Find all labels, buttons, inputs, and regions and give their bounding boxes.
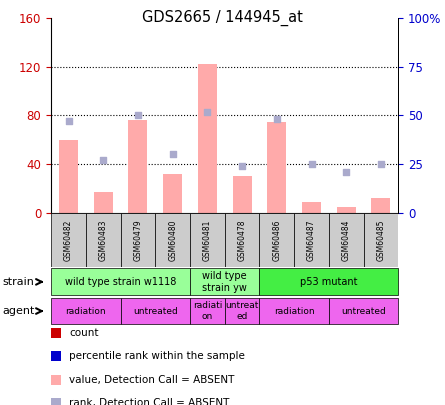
Text: untreated: untreated xyxy=(133,307,178,315)
Bar xyxy=(233,176,251,213)
Bar xyxy=(364,213,398,267)
Point xyxy=(169,151,176,158)
Point xyxy=(343,168,350,175)
Bar xyxy=(94,192,113,213)
Text: radiation: radiation xyxy=(65,307,106,315)
Point xyxy=(100,157,107,163)
Text: value, Detection Call = ABSENT: value, Detection Call = ABSENT xyxy=(69,375,235,385)
Bar xyxy=(51,298,121,324)
Point xyxy=(377,161,384,167)
Point xyxy=(204,108,211,115)
Text: strain: strain xyxy=(2,277,34,287)
Text: GSM60478: GSM60478 xyxy=(238,219,247,261)
Bar xyxy=(163,174,182,213)
Bar xyxy=(59,140,78,213)
Bar xyxy=(259,269,398,295)
Bar xyxy=(329,298,398,324)
Bar xyxy=(190,298,225,324)
Text: GDS2665 / 144945_at: GDS2665 / 144945_at xyxy=(142,10,303,26)
Point xyxy=(273,116,280,123)
Text: wild type
strain yw: wild type strain yw xyxy=(202,271,247,293)
Point xyxy=(239,163,246,169)
Bar xyxy=(302,202,321,213)
Bar xyxy=(225,213,259,267)
Text: agent: agent xyxy=(2,306,35,316)
Bar xyxy=(129,120,147,213)
Bar xyxy=(51,213,86,267)
Bar xyxy=(121,298,190,324)
Text: GSM60484: GSM60484 xyxy=(342,219,351,261)
Bar xyxy=(190,213,225,267)
Text: GSM60487: GSM60487 xyxy=(307,219,316,261)
Bar xyxy=(372,198,390,213)
Text: GSM60481: GSM60481 xyxy=(203,219,212,261)
Text: GSM60485: GSM60485 xyxy=(376,219,385,261)
Bar xyxy=(225,298,259,324)
Bar xyxy=(329,213,364,267)
Bar xyxy=(259,213,294,267)
Text: GSM60479: GSM60479 xyxy=(134,219,142,261)
Bar xyxy=(198,64,217,213)
Text: GSM60482: GSM60482 xyxy=(64,219,73,261)
Bar xyxy=(259,298,329,324)
Bar xyxy=(267,122,286,213)
Bar xyxy=(51,269,190,295)
Bar xyxy=(86,213,121,267)
Bar xyxy=(294,213,329,267)
Point xyxy=(134,112,142,119)
Text: p53 mutant: p53 mutant xyxy=(300,277,358,287)
Text: radiati
on: radiati on xyxy=(193,301,222,321)
Text: GSM60486: GSM60486 xyxy=(272,219,281,261)
Text: rank, Detection Call = ABSENT: rank, Detection Call = ABSENT xyxy=(69,399,229,405)
Text: count: count xyxy=(69,328,98,338)
Text: GSM60480: GSM60480 xyxy=(168,219,177,261)
Point xyxy=(65,118,72,124)
Text: percentile rank within the sample: percentile rank within the sample xyxy=(69,352,245,361)
Text: GSM60483: GSM60483 xyxy=(99,219,108,261)
Bar xyxy=(337,207,356,213)
Text: untreated: untreated xyxy=(341,307,386,315)
Bar xyxy=(155,213,190,267)
Point xyxy=(308,161,315,167)
Bar xyxy=(121,213,155,267)
Text: wild type strain w1118: wild type strain w1118 xyxy=(65,277,176,287)
Bar xyxy=(190,269,259,295)
Text: untreat
ed: untreat ed xyxy=(226,301,259,321)
Text: radiation: radiation xyxy=(274,307,315,315)
